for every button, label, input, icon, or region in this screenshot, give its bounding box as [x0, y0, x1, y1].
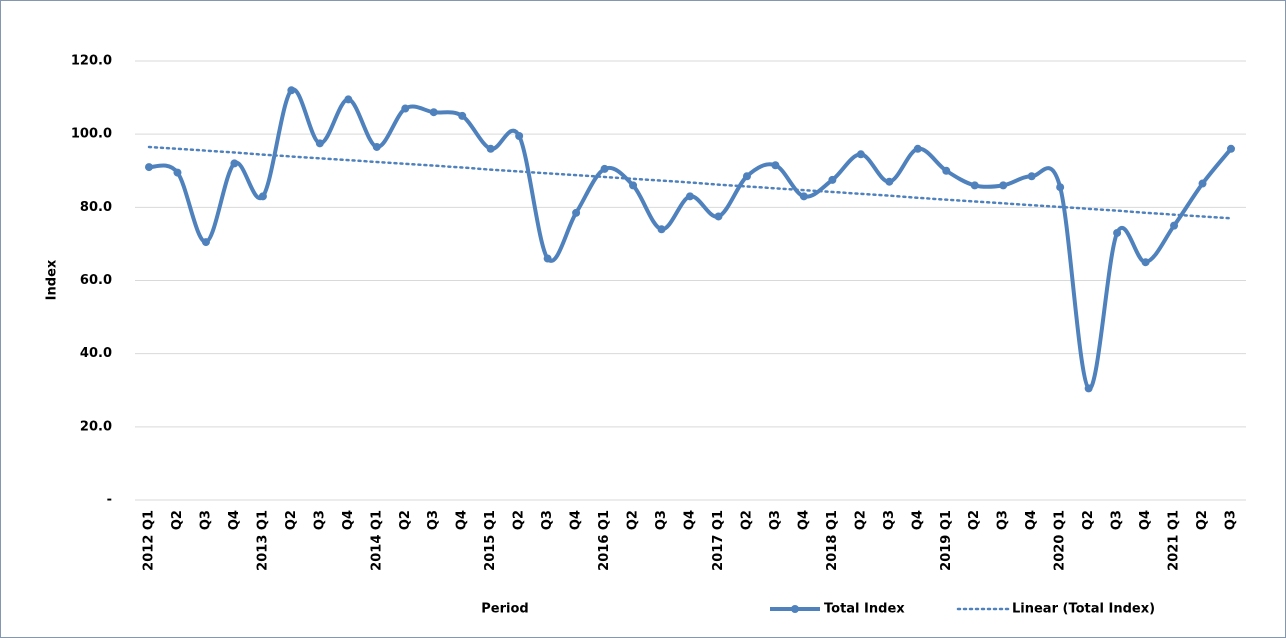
- x-axis-title: Period: [481, 602, 528, 617]
- data-point: [913, 144, 922, 153]
- y-tick-label: -: [107, 493, 112, 508]
- data-point: [942, 166, 951, 175]
- x-tick-label: Q2: [398, 510, 413, 530]
- x-tick-label: Q3: [768, 510, 783, 530]
- x-tick-label: 2021 Q1: [1167, 510, 1182, 571]
- data-point: [1227, 144, 1235, 153]
- data-point: [173, 168, 182, 177]
- x-tick-label: Q3: [996, 510, 1011, 530]
- data-point: [1198, 179, 1207, 188]
- x-tick-label: 2017 Q1: [711, 510, 726, 571]
- y-tick-label: 100.0: [71, 127, 112, 142]
- x-tick-label: Q2: [626, 510, 641, 530]
- x-tick-label: Q3: [198, 510, 213, 530]
- data-point: [771, 161, 780, 170]
- data-point: [828, 175, 837, 184]
- data-point: [657, 225, 666, 234]
- x-tick-label: Q4: [796, 510, 811, 530]
- x-tick-label: Q4: [1024, 510, 1039, 530]
- y-tick-label: 60.0: [80, 273, 112, 288]
- y-axis-title: Index: [45, 259, 60, 300]
- x-tick-label: Q2: [739, 510, 754, 530]
- y-tick-label: 120.0: [71, 54, 112, 69]
- data-point: [885, 177, 894, 186]
- x-tick-label: Q2: [170, 510, 185, 530]
- x-tick-label: 2014 Q1: [369, 510, 384, 571]
- x-tick-label: Q2: [967, 510, 982, 530]
- data-point: [999, 181, 1008, 190]
- data-point: [600, 164, 609, 173]
- data-point: [429, 108, 438, 117]
- x-tick-label: Q3: [1110, 510, 1125, 530]
- data-point: [515, 131, 524, 140]
- x-tick-label: Q4: [1138, 510, 1153, 530]
- data-point: [145, 163, 153, 172]
- data-point: [287, 86, 296, 95]
- data-point: [1027, 172, 1036, 181]
- data-point: [856, 150, 865, 159]
- data-point: [543, 254, 552, 263]
- x-tick-label: 2020 Q1: [1053, 510, 1068, 571]
- x-tick-label: Q3: [540, 510, 555, 530]
- x-tick-label: Q3: [312, 510, 327, 530]
- x-tick-label: Q3: [1224, 510, 1239, 530]
- trend-line: [147, 145, 1233, 220]
- x-tick-label: Q4: [455, 510, 470, 530]
- legend-label: Linear (Total Index): [1012, 602, 1155, 617]
- y-tick-label: 40.0: [80, 346, 112, 361]
- x-tick-label: Q4: [227, 510, 242, 530]
- data-point: [629, 181, 638, 190]
- data-point: [1170, 221, 1179, 230]
- legend-label: Total Index: [824, 602, 905, 617]
- data-point: [742, 172, 751, 181]
- data-point: [230, 159, 239, 168]
- x-tick-label: Q3: [654, 510, 669, 530]
- x-tick-label: 2018 Q1: [825, 510, 840, 571]
- x-tick-label: 2013 Q1: [255, 510, 270, 571]
- data-point: [714, 212, 723, 221]
- data-point: [315, 139, 324, 148]
- y-tick-label: 80.0: [80, 200, 112, 215]
- x-tick-label: Q4: [910, 510, 925, 530]
- x-tick-label: Q2: [853, 510, 868, 530]
- data-point: [1084, 384, 1093, 393]
- data-point: [1056, 183, 1065, 192]
- y-tick-label: 20.0: [80, 419, 112, 434]
- x-tick-label: Q2: [1081, 510, 1096, 530]
- x-tick-label: Q3: [882, 510, 897, 530]
- data-point: [458, 111, 467, 120]
- data-point: [686, 192, 694, 201]
- x-tick-label: Q2: [1195, 510, 1210, 530]
- x-tick-label: Q2: [512, 510, 527, 530]
- x-tick-label: 2016 Q1: [597, 510, 612, 571]
- x-tick-label: 2019 Q1: [939, 510, 954, 571]
- data-point: [372, 142, 381, 151]
- data-point: [572, 208, 581, 217]
- data-point: [258, 192, 267, 201]
- x-tick-label: Q4: [569, 510, 584, 530]
- data-point: [799, 192, 808, 201]
- x-tick-label: Q3: [426, 510, 441, 530]
- x-tick-label: Q2: [284, 510, 299, 530]
- data-point: [201, 238, 210, 247]
- x-tick-label: 2015 Q1: [483, 510, 498, 571]
- data-point: [344, 95, 353, 104]
- x-tick-label: Q4: [683, 510, 698, 530]
- data-point: [1141, 258, 1150, 267]
- x-tick-label: 2012 Q1: [142, 510, 157, 571]
- data-point: [401, 104, 410, 113]
- legend-marker: [791, 605, 799, 613]
- x-tick-label: Q4: [341, 510, 356, 530]
- data-point: [486, 144, 495, 153]
- data-point: [970, 181, 979, 190]
- data-point: [1113, 228, 1122, 237]
